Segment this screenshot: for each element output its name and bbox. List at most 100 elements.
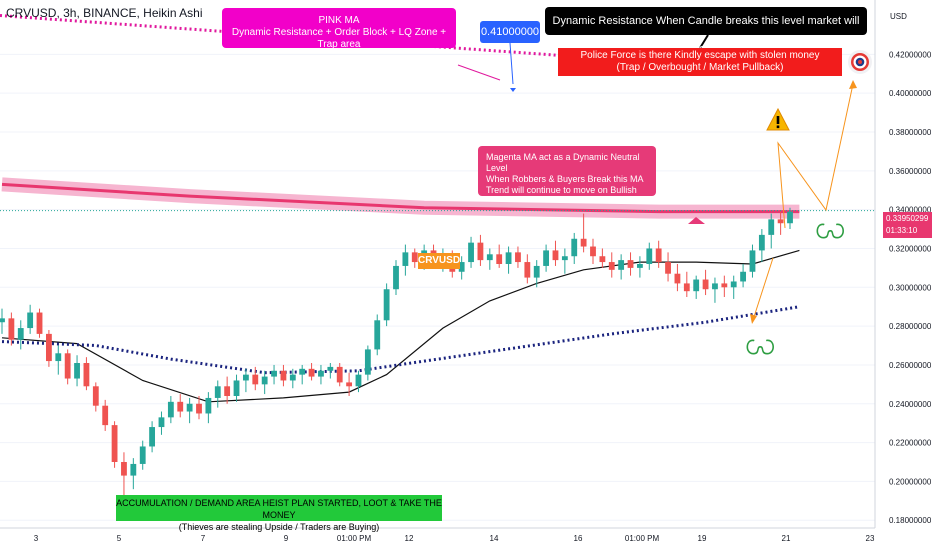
candle-body — [608, 262, 615, 270]
price-flag-pointer — [509, 42, 514, 85]
candle-body — [271, 370, 277, 377]
candle-body — [636, 264, 643, 268]
candle-body — [242, 374, 249, 381]
x-tick-label: 01:00 PM — [625, 534, 660, 543]
last-price-tag: 0.33950299 01:33:10 — [883, 212, 932, 238]
x-tick-label: 9 — [284, 534, 289, 543]
candle-body — [590, 246, 596, 257]
y-tick-label: 0.26000000 — [889, 361, 932, 370]
candle-body — [571, 238, 578, 257]
black-ma-line — [1, 249, 800, 403]
pink-ma-title: PINK MA — [318, 15, 360, 26]
police-line2: (Trap / Overbought / Market Pullback) — [616, 62, 784, 73]
last-price: 0.33950299 — [886, 214, 929, 223]
candle-body — [233, 380, 240, 396]
x-tick-label: 19 — [698, 534, 707, 543]
pink-callout-pointer — [457, 64, 501, 81]
candle-body — [496, 254, 503, 264]
y-tick-label: 0.38000000 — [889, 128, 932, 137]
candle-body — [758, 234, 765, 251]
candle-body — [17, 328, 24, 340]
candle-body — [646, 248, 653, 264]
candle-body — [702, 279, 709, 290]
candle-body — [730, 281, 737, 288]
candle-body — [167, 401, 174, 418]
y-tick-label: 0.42000000 — [889, 50, 932, 59]
candle-body — [655, 248, 662, 263]
accumulation-line2: (Thieves are stealing Upside / Traders a… — [178, 522, 380, 532]
candle-body — [139, 446, 146, 464]
x-tick-label: 3 — [34, 534, 39, 543]
candle-body — [8, 318, 15, 340]
snake-icon: ꩬ — [745, 324, 776, 362]
candle-body — [177, 401, 184, 412]
candle-body — [205, 397, 212, 414]
candle-body — [552, 250, 559, 261]
candle-body — [411, 252, 418, 263]
candle-body — [627, 260, 634, 268]
candle-body — [355, 374, 362, 387]
y-tick-label: 0.18000000 — [889, 516, 932, 525]
candle-body — [83, 363, 90, 387]
y-tick-label: 0.34000000 — [889, 206, 932, 215]
dynamic-resistance-callout: Dynamic Resistance When Candle breaks th… — [545, 7, 867, 55]
candle-body — [561, 256, 568, 261]
candle-body — [393, 265, 399, 290]
candle-body — [45, 333, 52, 362]
price-axis — [875, 0, 932, 550]
y-tick-label: 0.22000000 — [889, 439, 932, 448]
pink-ma-desc: Dynamic Resistance + Order Block + LQ Zo… — [231, 27, 447, 50]
candle-body — [55, 353, 62, 362]
x-tick-label: 12 — [405, 534, 414, 543]
x-tick-label: 16 — [574, 534, 583, 543]
x-tick-label: 7 — [201, 534, 206, 543]
candle-body — [92, 386, 99, 406]
pullback-arrowhead — [750, 314, 757, 324]
candle-body — [515, 252, 521, 263]
candle-body — [693, 279, 700, 292]
blue-dotted-ma-line — [1, 305, 800, 375]
candle-body — [599, 256, 606, 263]
candle-body — [346, 382, 353, 387]
candle-body — [402, 252, 409, 266]
candle-body — [27, 312, 34, 329]
y-tick-label: 0.36000000 — [889, 167, 932, 176]
y-tick-label: 0.20000000 — [889, 477, 932, 486]
candle-body — [308, 368, 315, 377]
candle-body — [787, 211, 793, 224]
candle-body — [149, 427, 156, 447]
candle-body — [721, 283, 728, 288]
candle-body — [477, 242, 484, 261]
candle-body — [768, 219, 775, 235]
y-tick-label: 0.24000000 — [889, 400, 932, 409]
candle-body — [505, 252, 512, 264]
candle-body — [524, 262, 531, 278]
police-callout: Police Force is there Kindly escape with… — [558, 48, 842, 76]
candle-body — [121, 462, 127, 476]
price-flag[interactable]: 0.41000000 — [480, 21, 540, 43]
accumulation-line1: ACCUMULATION / DEMAND AREA HEIST PLAN ST… — [116, 498, 442, 520]
police-line1: Police Force is there Kindly escape with… — [580, 50, 820, 61]
projection-arrow — [777, 83, 854, 229]
candle-body — [327, 366, 334, 371]
y-tick-label: 0.32000000 — [889, 244, 932, 253]
candle-body — [740, 271, 747, 282]
candle-body — [383, 289, 390, 321]
magenta-ma-callout: Magenta MA act as a Dynamic Neutral Leve… — [478, 146, 656, 196]
candle-body — [486, 254, 493, 261]
candle-body — [289, 374, 296, 381]
candle-body — [543, 250, 550, 266]
pullback-arrow — [752, 257, 774, 321]
candle-body — [280, 370, 287, 381]
price-flag-dot — [510, 88, 516, 92]
candle-body — [318, 370, 324, 377]
candle-body — [214, 386, 221, 398]
candle-body — [468, 242, 474, 263]
magenta-callout-pointer — [688, 217, 705, 224]
candle-body — [224, 386, 231, 396]
magenta-line3: Trend will continue to move on Bullish — [486, 185, 637, 195]
candle-body — [665, 262, 671, 274]
candle-body — [158, 417, 165, 428]
